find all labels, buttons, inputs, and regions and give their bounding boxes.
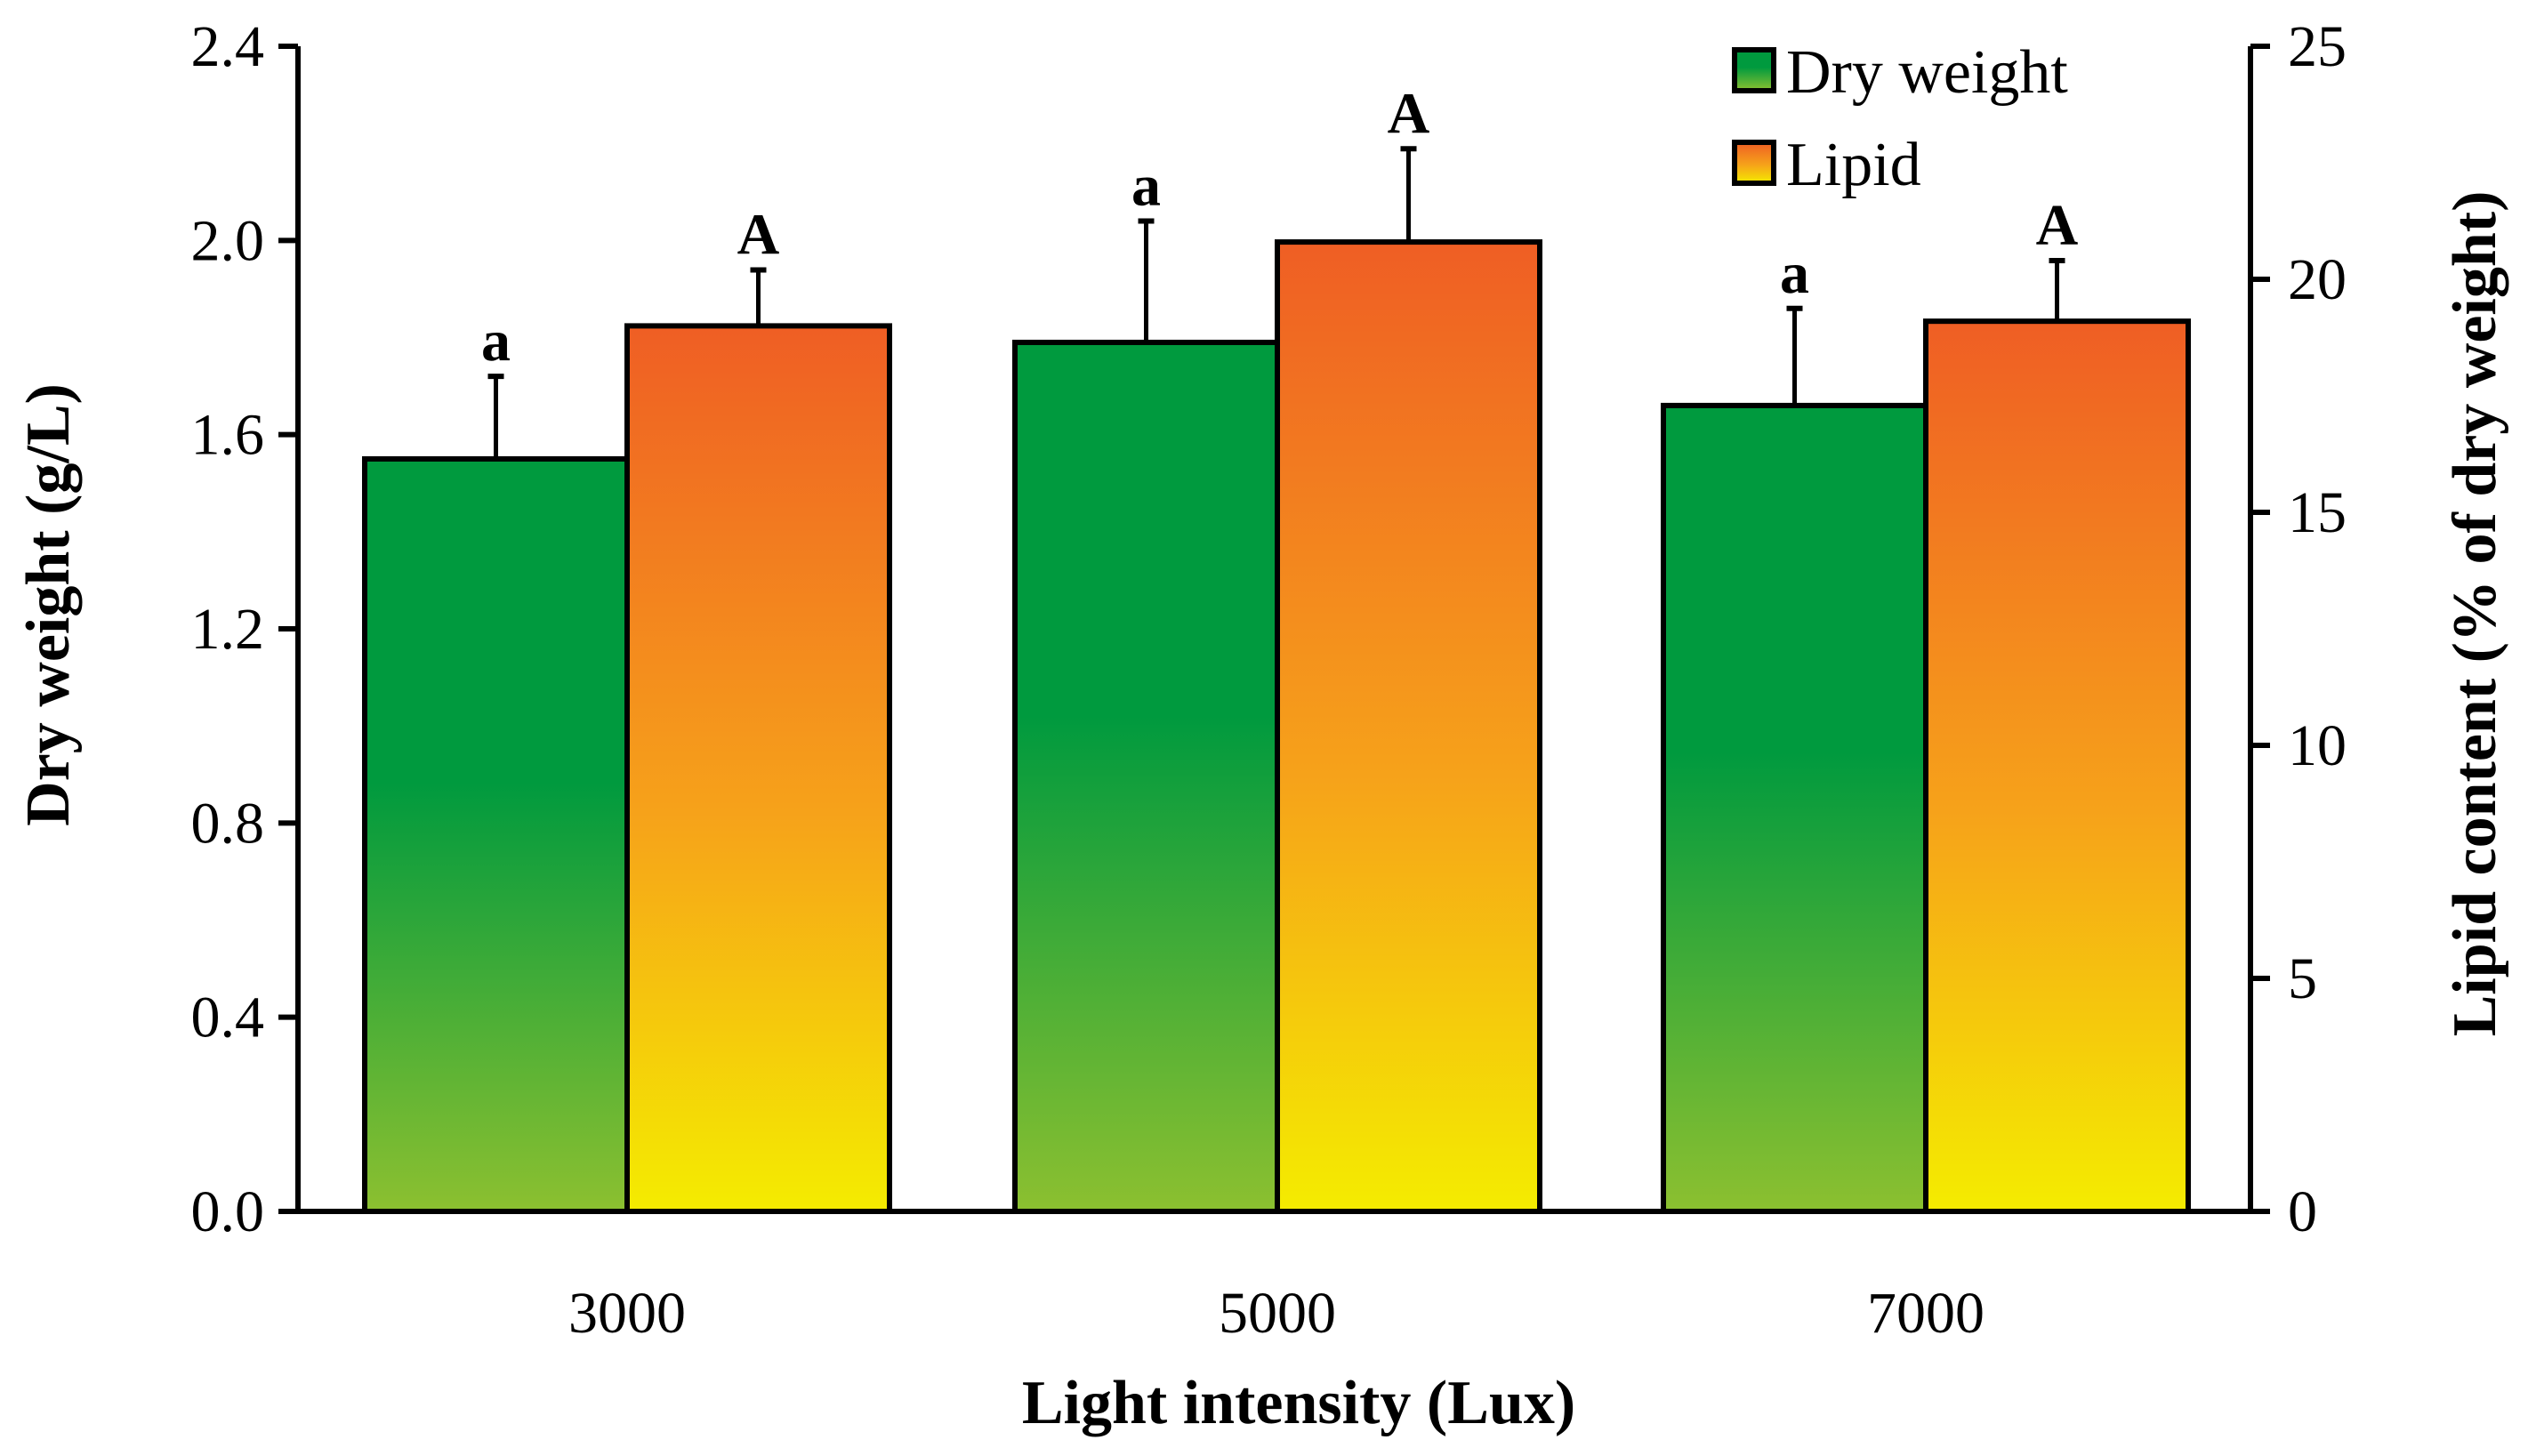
bar-dry-weight-7000 <box>1661 402 1928 1214</box>
x-axis-title: Light intensity (Lux) <box>1022 1369 1575 1437</box>
x-tick-label-5000: 5000 <box>1219 1281 1336 1346</box>
x-tick-label-7000: 7000 <box>1867 1281 1985 1346</box>
legend-label-dry-weight: Dry weight <box>1786 38 2068 107</box>
y-tick-label-0.0: 0.0 <box>191 1179 265 1244</box>
y2-tick-label-0: 0 <box>2288 1179 2317 1244</box>
legend: Dry weight Lipid <box>1732 38 2068 199</box>
y-tick-label-2.4: 2.4 <box>191 14 265 79</box>
sig-letter-lipid-5000: A <box>1388 81 1430 146</box>
y-tick-label-1.2: 1.2 <box>191 597 265 662</box>
significance-letters-layer: a Aa Aa A <box>481 81 2079 374</box>
y-tick-label-1.6: 1.6 <box>191 403 265 468</box>
bar-dry-weight-5000 <box>1012 339 1280 1215</box>
bar-lipid-3000 <box>624 323 892 1214</box>
x-tick-label-3000: 3000 <box>568 1281 686 1346</box>
y2-tick-label-15: 15 <box>2288 480 2347 545</box>
y-axis-title: Dry weight (g/L) <box>14 383 83 826</box>
axes-layer <box>278 44 2270 1214</box>
y-tick-label-0.4: 0.4 <box>191 985 265 1050</box>
tick-labels-layer: 3000 5000 7000 0.0 0.4 0.8 1.2 1.6 2.0 2.4 0 5 10 15 2… <box>191 14 2347 1346</box>
sig-letter-dry-weight-5000: a <box>1131 154 1161 219</box>
sig-letter-dry-weight-3000: a <box>481 309 511 374</box>
legend-swatch-lipid <box>1732 140 1776 186</box>
y2-axis-title: Lipid content (% of dry weight) <box>2441 191 2509 1037</box>
y-tick-label-2.0: 2.0 <box>191 208 265 273</box>
sig-letter-dry-weight-7000: a <box>1780 241 1809 306</box>
bar-lipid-5000 <box>1275 239 1542 1215</box>
y2-tick-label-25: 25 <box>2288 14 2347 79</box>
y2-tick-label-20: 20 <box>2288 247 2347 312</box>
sig-letter-lipid-3000: A <box>737 203 780 268</box>
sig-letter-lipid-7000: A <box>2036 193 2079 258</box>
legend-label-lipid: Lipid <box>1786 131 1921 199</box>
y-tick-label-0.8: 0.8 <box>191 791 265 856</box>
y2-tick-label-10: 10 <box>2288 713 2347 778</box>
bar-lipid-7000 <box>1923 318 2191 1215</box>
bar-dry-weight-3000 <box>362 455 630 1214</box>
y2-tick-label-5: 5 <box>2288 946 2317 1011</box>
legend-swatch-dry-weight <box>1732 47 1776 93</box>
bars-layer <box>362 239 2191 1215</box>
error-bars-layer <box>487 146 2065 459</box>
